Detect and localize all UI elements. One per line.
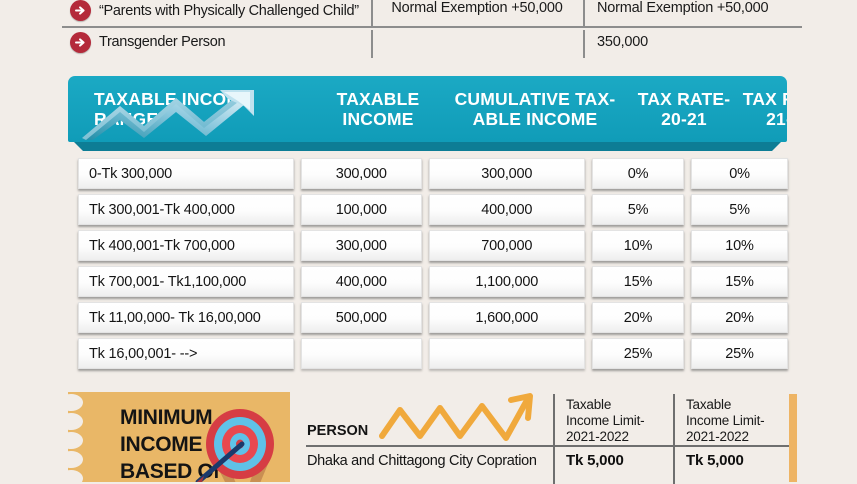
- cell-taxable-income: 300,000: [300, 158, 422, 189]
- cell-taxable-income: 500,000: [300, 302, 422, 333]
- minimum-tax-ticket: MINIMUM INCOME TAX BASED ON: [68, 392, 290, 482]
- col3-header-line2: Income Limit-: [686, 413, 765, 428]
- exemption-divider-1b: [371, 30, 373, 58]
- cell-cumulative-income: 1,600,000: [428, 302, 585, 333]
- exemption-divider-1a: [371, 0, 373, 26]
- header-col3-line2: ABLE INCOME: [472, 109, 598, 129]
- minimum-tax-divider-2: [673, 394, 675, 484]
- arrow-right-circle-icon: [70, 31, 91, 53]
- person-column-label: PERSON: [307, 423, 369, 439]
- exemption-label: Transgender Person: [99, 34, 226, 50]
- table-row: Tk 700,001- Tk1,100,000 400,000 1,100,00…: [78, 266, 789, 297]
- header-col-cumulative-taxable-income: CUMULATIVE TAX- ABLE INCOME: [436, 76, 634, 142]
- cell-rate-2020-21: 25%: [591, 338, 685, 369]
- cell-rate-2021-22: 25%: [691, 338, 789, 369]
- target-dartboard-icon: [195, 409, 274, 482]
- ticket-notch: [68, 432, 83, 449]
- cell-rate-2020-21: 15%: [591, 266, 685, 297]
- ticket-notch: [68, 451, 83, 468]
- minimum-tax-row-col2-value: Tk 5,000: [566, 452, 624, 469]
- minimum-tax-col3-header: Taxable Income Limit- 2021-2022: [686, 397, 786, 445]
- cell-rate-2020-21: 10%: [591, 230, 685, 261]
- minimum-tax-divider-1: [553, 394, 555, 484]
- header-col3-line1: CUMULATIVE TAX-: [454, 89, 616, 109]
- cell-rate-2021-22: 15%: [691, 266, 789, 297]
- exemption-value-21-22: Normal Exemption +50,000: [597, 0, 769, 16]
- header-col4-line1: TAX RATE-: [637, 89, 731, 109]
- minimum-tax-section: MINIMUM INCOME TAX BASED ON PERSON: [0, 384, 857, 484]
- header-col-tax-rate-2021: TAX RATE- 20-21: [634, 76, 734, 142]
- col2-header-line1: Taxable: [566, 397, 612, 412]
- exemption-row-label-cell: Transgender Person: [62, 31, 371, 53]
- header-col5-line2: 21-22: [766, 109, 787, 129]
- heading-line-1: MINIMUM: [120, 406, 213, 429]
- cell-rate-2021-22: 0%: [691, 158, 789, 189]
- cell-income-range: Tk 16,00,001- -->: [78, 338, 294, 369]
- header-col2-line1: TAXABLE: [336, 89, 420, 109]
- cell-cumulative-income: 400,000: [428, 194, 585, 225]
- cell-rate-2020-21: 0%: [591, 158, 685, 189]
- ticket-notch: [68, 394, 83, 411]
- cell-income-range: Tk 400,001-Tk 700,000: [78, 230, 294, 261]
- col3-header-line1: Taxable: [686, 397, 732, 412]
- exemption-divider-2b: [583, 30, 585, 58]
- exemption-row-label-cell: “Parents with Physically Challenged Chil…: [62, 0, 371, 21]
- header-col1-line1: TAXABLE INCOME: [94, 89, 254, 109]
- cell-rate-2021-22: 10%: [691, 230, 789, 261]
- header-col-tax-rate-2122: TAX RATE- 21-22: [734, 76, 787, 142]
- zigzag-rising-arrow-icon: [379, 393, 533, 441]
- tax-table-header: TAXABLE INCOME RANGE TAXABLE INCOME CUMU…: [68, 76, 787, 142]
- cell-taxable-income: [300, 338, 422, 369]
- header-col5-line1: TAX RATE-: [742, 89, 787, 109]
- col3-header-line3: 2021-2022: [686, 429, 749, 444]
- tax-rate-table: 0-Tk 300,000 300,000 300,000 0% 0% Tk 30…: [78, 158, 789, 374]
- ticket-notch: [68, 470, 83, 482]
- table-row: Tk 400,001-Tk 700,000 300,000 700,000 10…: [78, 230, 789, 261]
- minimum-tax-row-label: Dhaka and Chittagong City Copration: [307, 453, 537, 469]
- tax-table-header-shadow: [74, 142, 781, 151]
- exemption-row: Transgender Person 350,000: [62, 26, 802, 58]
- exemption-row: “Parents with Physically Challenged Chil…: [62, 0, 802, 26]
- cell-rate-2021-22: 5%: [691, 194, 789, 225]
- exemption-value-20-21: Normal Exemption +50,000: [391, 0, 563, 16]
- table-row: 0-Tk 300,000 300,000 300,000 0% 0%: [78, 158, 789, 189]
- table-row: Tk 300,001-Tk 400,000 100,000 400,000 5%…: [78, 194, 789, 225]
- col2-header-line3: 2021-2022: [566, 429, 629, 444]
- cell-cumulative-income: [428, 338, 585, 369]
- table-row: Tk 16,00,001- --> 25% 25%: [78, 338, 789, 369]
- cell-rate-2020-21: 5%: [591, 194, 685, 225]
- minimum-tax-row-col3-value: Tk 5,000: [686, 452, 744, 469]
- minimum-tax-table: PERSON Taxable Income Limit- 2021-2022 T…: [300, 392, 800, 484]
- right-accent-bar: [789, 394, 797, 482]
- cell-cumulative-income: 700,000: [428, 230, 585, 261]
- cell-rate-2021-22: 20%: [691, 302, 789, 333]
- col2-header-line2: Income Limit-: [566, 413, 645, 428]
- arrow-right-circle-icon: [70, 0, 91, 21]
- header-col-taxable-income-range: TAXABLE INCOME RANGE: [94, 76, 344, 142]
- minimum-tax-col2-header: Taxable Income Limit- 2021-2022: [566, 397, 666, 445]
- cell-taxable-income: 300,000: [300, 230, 422, 261]
- header-col4-line2: 20-21: [661, 109, 707, 129]
- cell-taxable-income: 400,000: [300, 266, 422, 297]
- cell-cumulative-income: 1,100,000: [428, 266, 585, 297]
- header-col-taxable-income: TAXABLE INCOME: [320, 76, 436, 142]
- cell-income-range: Tk 300,001-Tk 400,000: [78, 194, 294, 225]
- header-col2-line2: INCOME: [342, 109, 414, 129]
- cell-rate-2020-21: 20%: [591, 302, 685, 333]
- table-row: Tk 11,00,000- Tk 16,00,000 500,000 1,600…: [78, 302, 789, 333]
- exemption-table: “Parents with Physically Challenged Chil…: [62, 0, 802, 58]
- cell-cumulative-income: 300,000: [428, 158, 585, 189]
- ticket-notch: [68, 413, 83, 430]
- cell-income-range: 0-Tk 300,000: [78, 158, 294, 189]
- header-col1-line2: RANGE: [94, 109, 159, 129]
- exemption-divider-2a: [583, 0, 585, 26]
- cell-income-range: Tk 700,001- Tk1,100,000: [78, 266, 294, 297]
- cell-taxable-income: 100,000: [300, 194, 422, 225]
- minimum-tax-header-rule: [306, 445, 796, 447]
- exemption-label: “Parents with Physically Challenged Chil…: [99, 2, 359, 19]
- cell-income-range: Tk 11,00,000- Tk 16,00,000: [78, 302, 294, 333]
- exemption-value-21-22: 350,000: [597, 34, 649, 50]
- exemption-table-rule: [62, 26, 802, 28]
